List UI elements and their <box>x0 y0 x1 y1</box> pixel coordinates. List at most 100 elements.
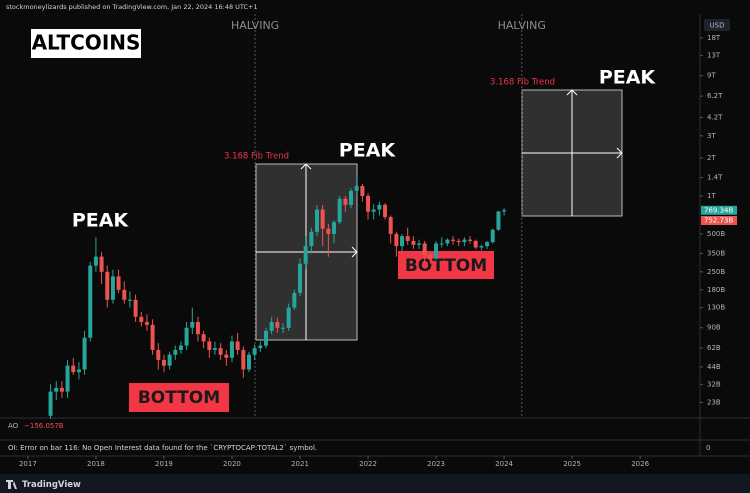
candle-body <box>218 348 223 355</box>
price-tag-label: 752.73B <box>704 217 733 225</box>
fib-label: 3.168 Fib Trend <box>224 152 289 162</box>
x-tick-label: 2023 <box>427 460 445 468</box>
candle-body <box>473 240 478 248</box>
candle-body <box>400 236 405 247</box>
candle-body <box>320 209 325 229</box>
candle-body <box>263 330 268 346</box>
y-tick-label: 350B <box>707 249 725 257</box>
candle-body <box>161 359 166 366</box>
x-tick-label: 2024 <box>495 460 513 468</box>
y-tick-label: 1.4T <box>707 174 723 182</box>
x-tick-label: 2025 <box>563 460 581 468</box>
bottom-box <box>398 251 494 279</box>
candle-body <box>445 239 450 244</box>
y-tick-label: 44B <box>707 363 721 371</box>
candle-body <box>167 354 172 366</box>
candle-body <box>371 209 376 212</box>
candle-body <box>127 299 132 301</box>
candle-body <box>434 243 439 259</box>
candle-body <box>235 341 240 350</box>
candle-body <box>411 240 416 245</box>
candle-body <box>468 239 473 241</box>
candle-body <box>490 229 495 243</box>
candle-body <box>354 185 359 191</box>
candle-body <box>195 321 200 335</box>
bottom-box <box>129 383 229 412</box>
y-tick-label: 23B <box>707 398 721 406</box>
halving-label: HALVING <box>498 19 546 32</box>
x-tick-label: 2021 <box>291 460 309 468</box>
y-tick-label: 130B <box>707 304 725 312</box>
candle-body <box>190 321 195 328</box>
candle-body <box>269 321 274 331</box>
candle-body <box>286 307 291 328</box>
candle-body <box>48 391 53 416</box>
candle-body <box>82 337 87 370</box>
y-tick-label: 180B <box>707 286 725 294</box>
x-tick-label: 2026 <box>631 460 649 468</box>
candle-body <box>405 236 410 241</box>
candle-body <box>116 276 121 290</box>
y-tick-label: 1T <box>707 192 716 200</box>
y-tick-label: 9T <box>707 72 716 80</box>
peak-label: PEAK <box>599 67 657 89</box>
candle-body <box>388 217 393 234</box>
candle-body <box>144 321 149 325</box>
x-tick-label: 2020 <box>223 460 241 468</box>
candle-body <box>280 327 285 329</box>
candle-body <box>201 334 206 342</box>
candle-body <box>207 341 212 350</box>
bottom-label: BOTTOM <box>405 256 487 276</box>
candle-body <box>349 190 354 205</box>
x-tick-label: 2018 <box>87 460 105 468</box>
candle-body <box>246 354 251 370</box>
candle-body <box>71 365 76 373</box>
candle-body <box>224 354 229 358</box>
y-tick-label: 2T <box>707 154 716 162</box>
candle-body <box>150 324 155 350</box>
candle-body <box>76 369 81 373</box>
title-box <box>31 29 141 58</box>
candle-body <box>88 265 93 338</box>
candle-body <box>485 242 490 247</box>
candle-body <box>343 198 348 205</box>
candle-body <box>156 349 161 360</box>
y-tick-label: 32B <box>707 380 721 388</box>
candle-body <box>315 209 320 232</box>
halving-label: HALVING <box>231 19 279 32</box>
footer: TradingView <box>22 480 81 490</box>
x-tick-label: 2022 <box>359 460 377 468</box>
candle-body <box>326 228 331 234</box>
candle-body <box>439 243 444 245</box>
candle-body <box>428 255 433 259</box>
candle-body <box>417 243 422 245</box>
error-message: OI: Error on bar 116: No Open Interest d… <box>8 444 317 452</box>
y-tick-label: 500B <box>707 230 725 238</box>
indicator-name: AO <box>8 422 19 430</box>
candle-body <box>258 345 263 349</box>
candle-body <box>309 231 314 247</box>
y-tick-label: 4.2T <box>707 113 723 121</box>
bottom-label: BOTTOM <box>138 388 220 408</box>
price-tag-label: 769.34B <box>704 206 733 214</box>
y-tick-label: 18T <box>707 34 721 42</box>
candle-body <box>139 316 144 322</box>
candle-body <box>173 349 178 355</box>
peak-label: PEAK <box>339 140 397 162</box>
x-tick-label: 2019 <box>155 460 173 468</box>
candle-body <box>241 349 246 370</box>
candle-body <box>229 341 234 358</box>
y-tick-label: 250B <box>707 268 725 276</box>
currency-box <box>704 19 730 31</box>
candle-body <box>133 299 138 317</box>
candle-body <box>366 195 371 212</box>
candle-body <box>54 387 59 392</box>
y-tick-label: 3T <box>707 132 716 140</box>
candle-body <box>479 246 484 248</box>
candle-body <box>332 222 337 234</box>
candle-body <box>377 204 382 210</box>
candle-body <box>462 239 467 243</box>
candle-body <box>496 211 501 230</box>
footer-bar <box>0 474 750 493</box>
